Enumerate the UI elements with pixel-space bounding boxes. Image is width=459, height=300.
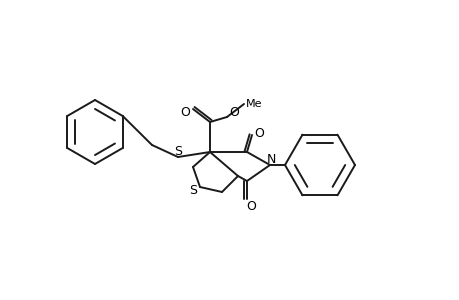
Text: O: O: [246, 200, 255, 212]
Text: S: S: [174, 145, 182, 158]
Text: O: O: [253, 127, 263, 140]
Text: Me: Me: [245, 99, 262, 109]
Text: O: O: [229, 106, 238, 118]
Text: O: O: [179, 106, 190, 118]
Text: N: N: [266, 152, 275, 166]
Text: S: S: [189, 184, 196, 196]
